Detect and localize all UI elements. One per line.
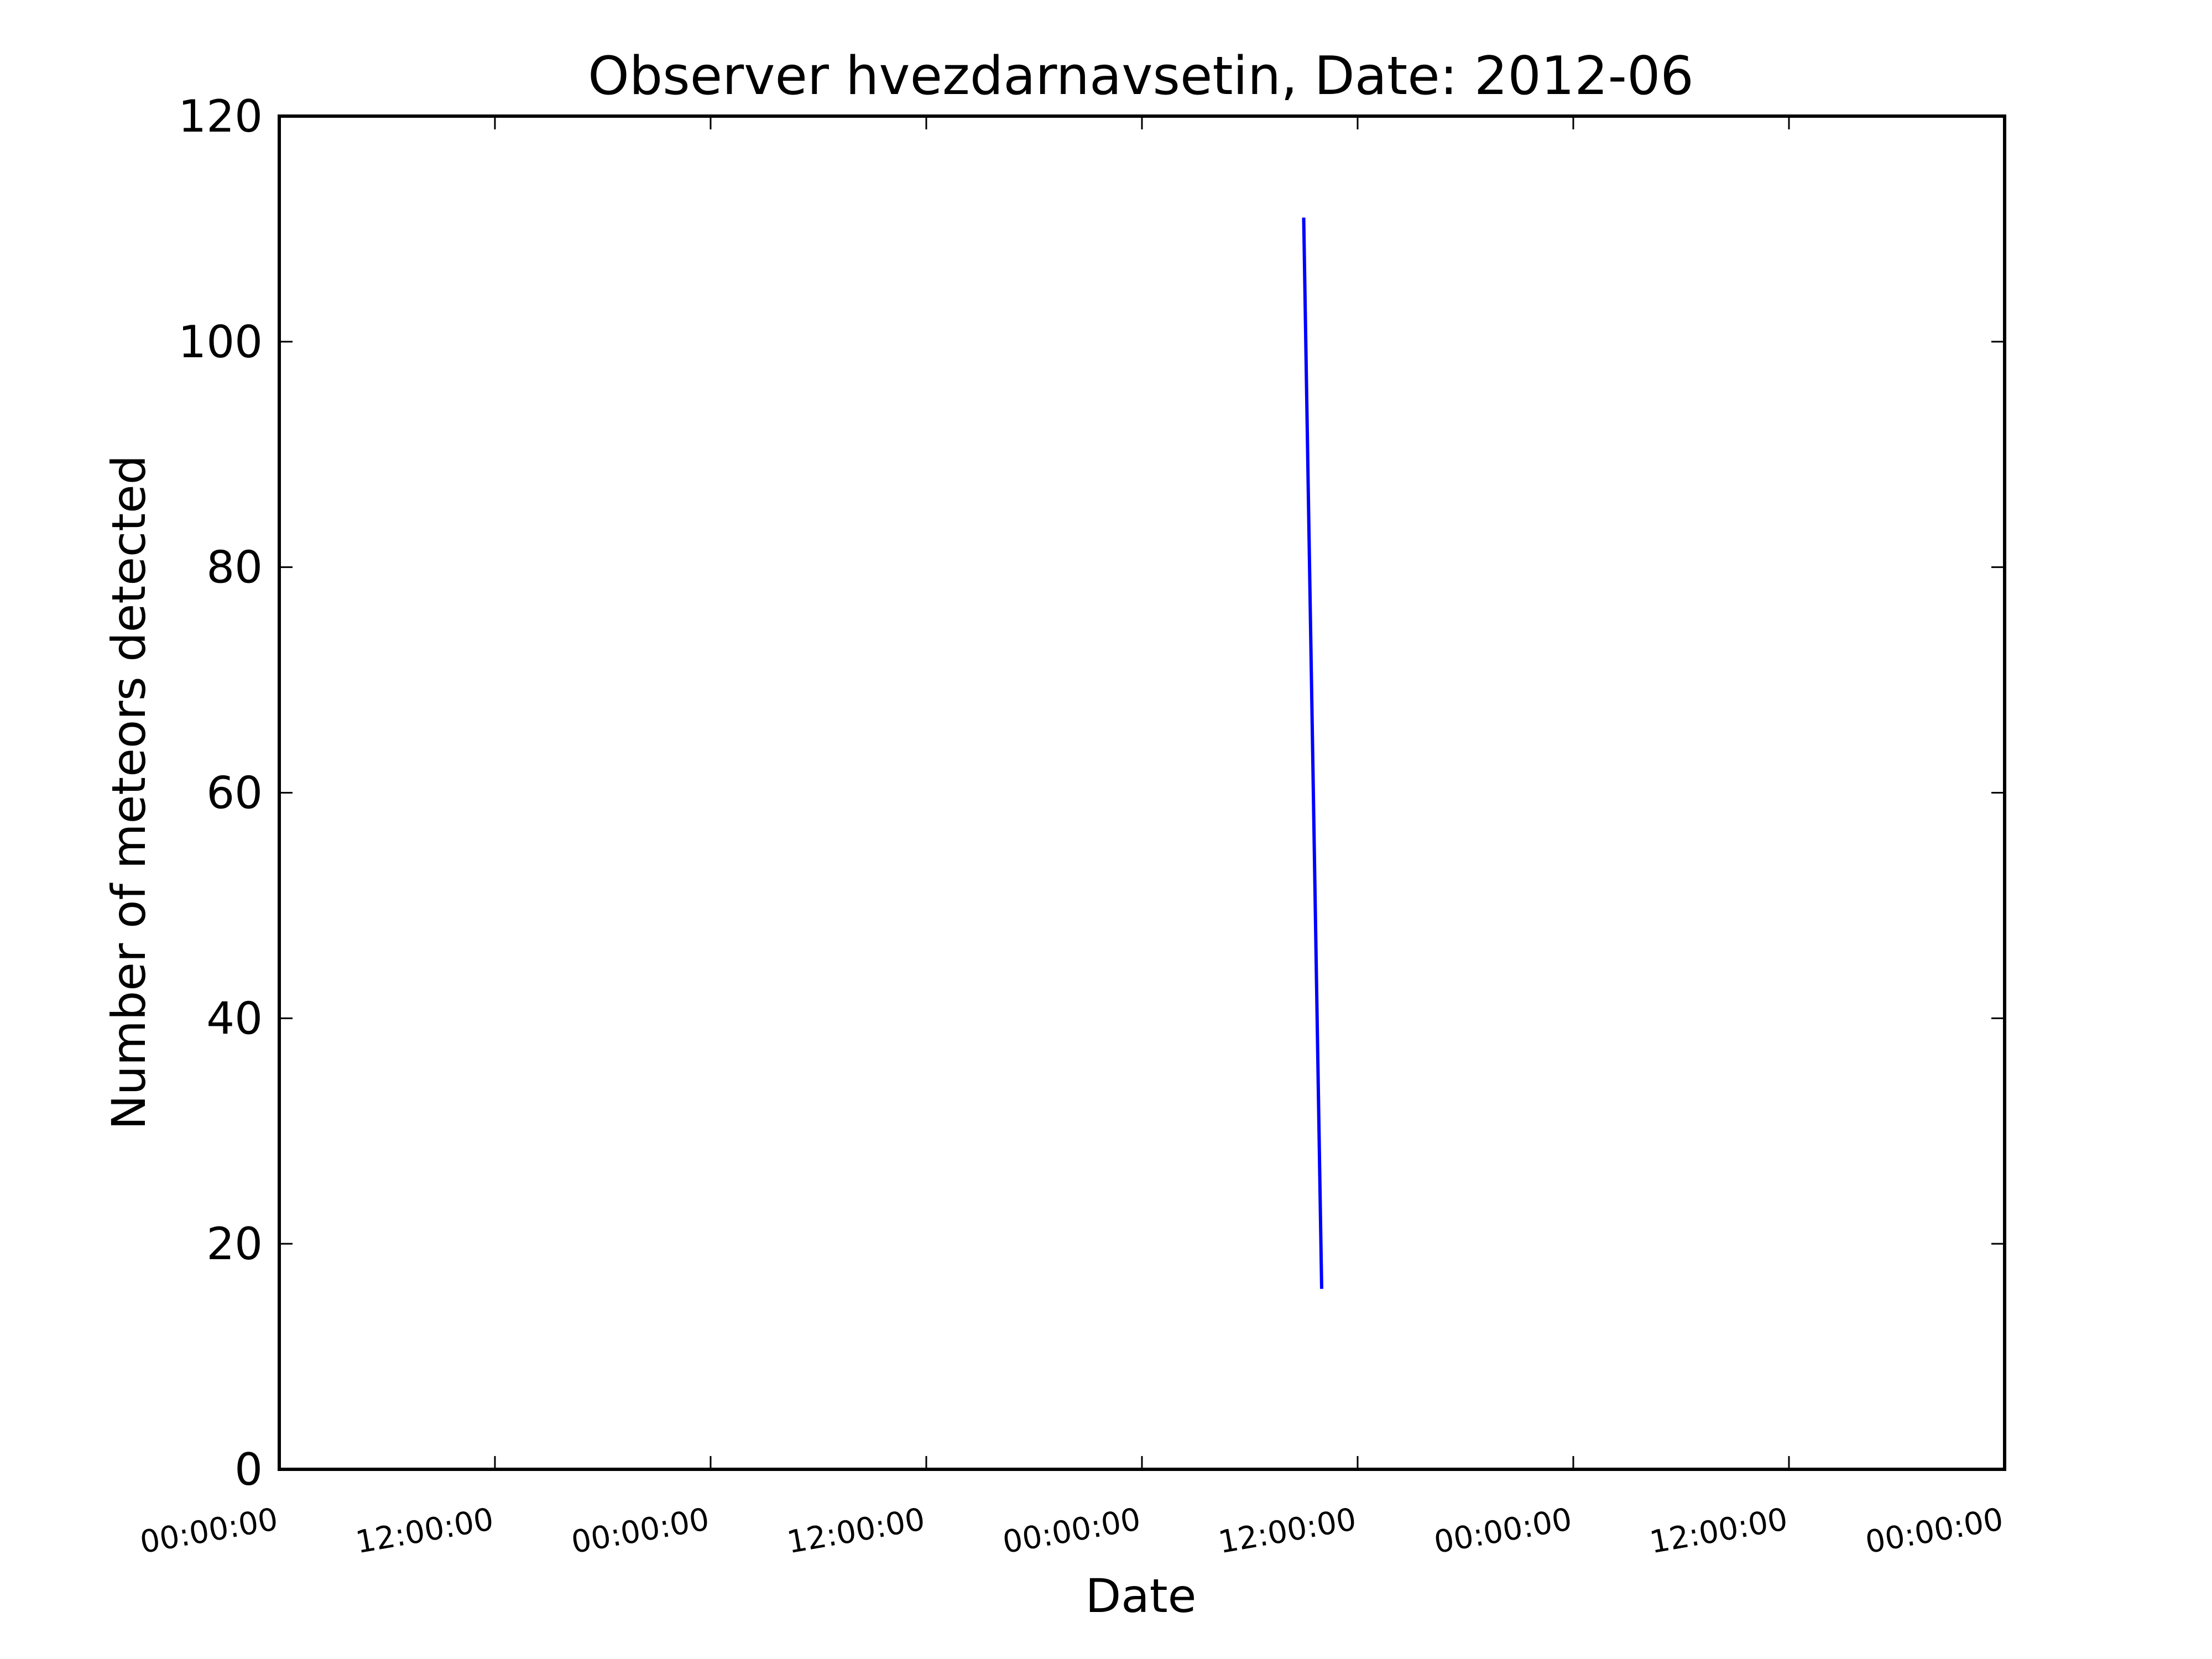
x-axis-label: Date [1086,1569,1197,1623]
y-tick-label-3: 60 [206,768,263,819]
x-tick-label-4: 00:00:00 [1000,1501,1143,1561]
x-tick-label-0: 00:00:00 [137,1501,280,1561]
series-line-0 [1302,217,1323,1289]
chart-title: Observer hvezdarnavsetin, Date: 2012-06 [588,46,1694,107]
x-tick-label-8: 00:00:00 [1863,1501,2006,1561]
y-tick-label-4: 80 [206,542,263,593]
x-tick-label-1: 12:00:00 [353,1501,496,1561]
x-tick-label-3: 12:00:00 [784,1501,927,1561]
y-tick-label-2: 40 [206,993,263,1044]
y-tick-label-1: 20 [206,1218,263,1270]
x-tick-label-2: 00:00:00 [568,1501,712,1561]
x-tick-label-7: 12:00:00 [1647,1501,1790,1561]
y-tick-label-5: 100 [178,316,263,368]
y-axis: 0 20 40 60 80 100 120 [178,91,2005,1495]
plot-frame [278,114,2006,1471]
y-axis-label: Number of meteors detected [102,455,156,1130]
x-tick-label-5: 12:00:00 [1215,1501,1359,1561]
series-layer [1302,217,1323,1289]
y-tick-label-0: 0 [234,1444,263,1495]
x-tick-label-6: 00:00:00 [1431,1501,1574,1561]
x-axis: 00:00:00 12:00:00 00:00:00 12:00:00 00:00:00… [137,116,2006,1561]
y-tick-label-6: 120 [178,91,263,142]
